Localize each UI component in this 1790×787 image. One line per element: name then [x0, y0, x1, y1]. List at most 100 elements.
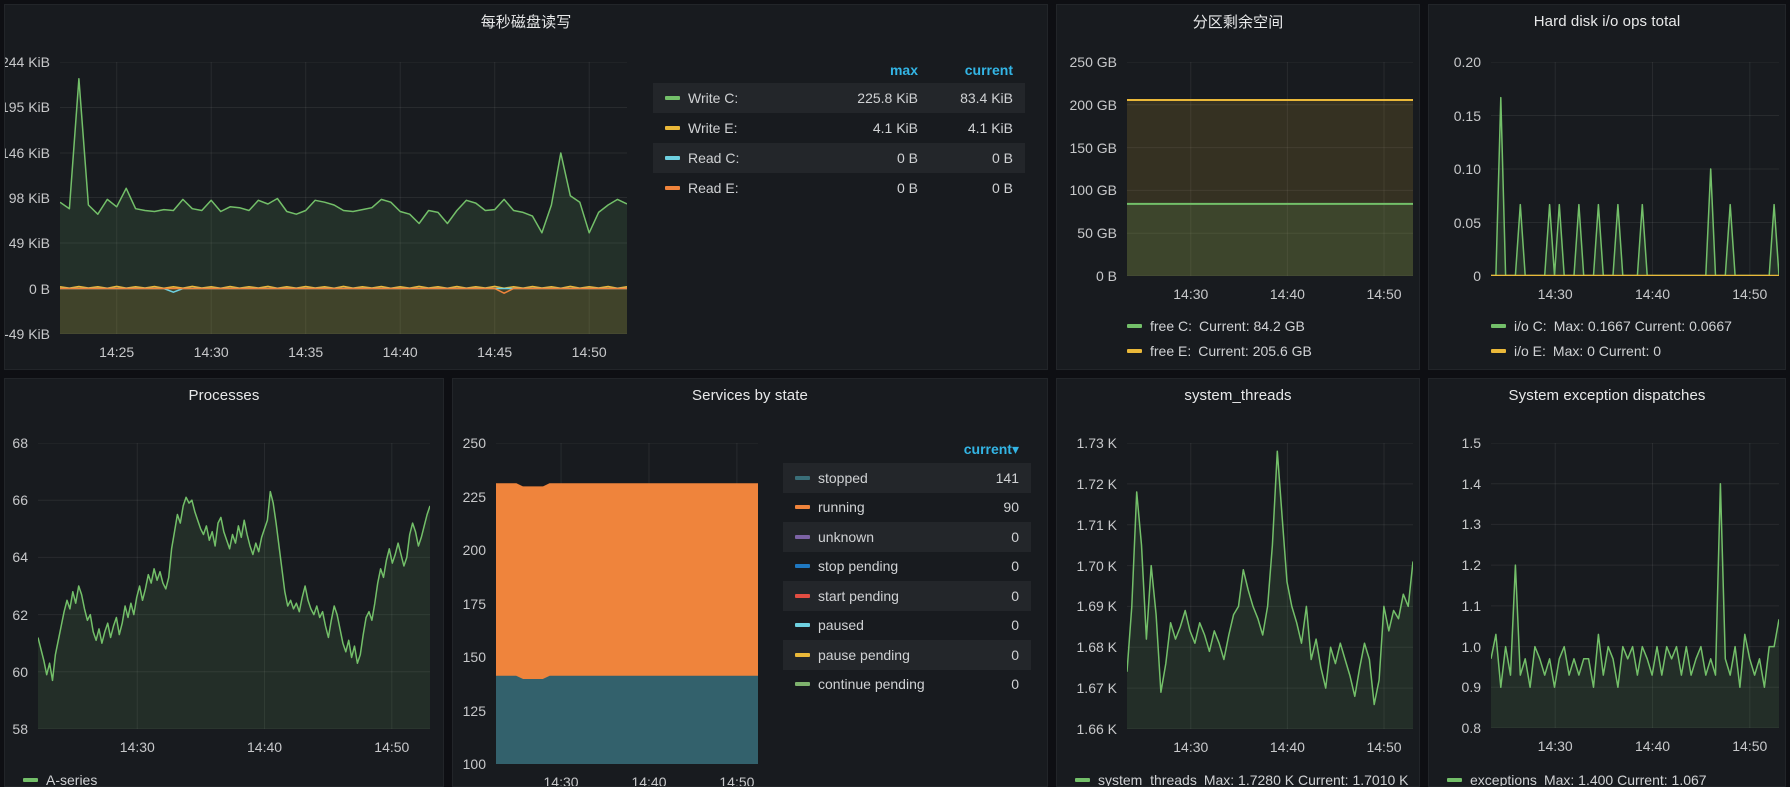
legend-item[interactable]: Read E: 0 B 0 B — [653, 173, 1025, 203]
legend-sort-header[interactable]: current▾ — [963, 440, 1019, 457]
legend-item[interactable]: free C: Current: 84.2 GB — [1127, 313, 1413, 338]
series-color-swatch-icon — [23, 777, 38, 782]
legend-item[interactable]: Read C: 0 B 0 B — [653, 143, 1025, 173]
x-axis-tick-label: 14:40 — [247, 739, 283, 755]
legend-max-value: 225.8 KiB — [857, 90, 918, 106]
legend-item[interactable]: paused 0 — [783, 611, 1031, 641]
legend-item[interactable]: A-series — [23, 767, 437, 787]
panel-title[interactable]: Processes — [188, 386, 260, 404]
y-axis-tick-label: 58 — [12, 721, 28, 737]
panel-services-by-state: Services by state current▾ stopped 141 runn… — [452, 378, 1048, 787]
series-color-swatch-icon — [795, 534, 810, 539]
panel-header: 分区剩余空间 — [1057, 5, 1419, 37]
legend-item[interactable]: start pending 0 — [783, 581, 1031, 611]
x-axis-tick-label: 14:40 — [631, 774, 667, 787]
legend-series-stats: Max: 1.7280 K Current: 1.7010 K — [1203, 771, 1409, 787]
legend-current-value: 0 — [1011, 587, 1019, 604]
time-series-plot[interactable] — [38, 443, 430, 729]
y-axis-tick-label: 225 — [462, 488, 486, 505]
legend-item[interactable]: continue pending 0 — [783, 670, 1031, 700]
legend-series-name: continue pending — [795, 676, 949, 692]
legend-series-name: A-series — [46, 771, 98, 787]
legend-item[interactable]: stopped 141 — [783, 463, 1031, 493]
panel-header: Hard disk i/o ops total — [1429, 5, 1785, 37]
legend-current-value: 83.4 KiB — [960, 90, 1013, 106]
legend-current-value: 0 — [1011, 528, 1019, 545]
legend-current-value: 141 — [995, 469, 1019, 486]
legend-item[interactable]: Write C: 225.8 KiB 83.4 KiB — [653, 83, 1025, 113]
panel-title[interactable]: system_threads — [1184, 386, 1292, 404]
series-color-swatch-icon — [665, 156, 680, 160]
y-axis-tick-label: 68 — [12, 435, 28, 451]
panel-title[interactable]: System exception dispatches — [1508, 386, 1706, 404]
series-color-swatch-icon — [795, 682, 810, 687]
time-series-plot[interactable] — [1127, 62, 1413, 276]
legend-series-stats: Current: 205.6 GB — [1198, 342, 1312, 359]
x-axis-tick-label: 14:40 — [382, 344, 418, 360]
series-color-swatch-icon — [665, 126, 680, 130]
legend-series-name: start pending — [795, 588, 949, 604]
legend-item[interactable]: running 90 — [783, 493, 1031, 523]
y-axis-tick-label: 195 KiB — [4, 99, 50, 116]
series-legend-table: current▾ stopped 141 running 90 unknown 0 stop … — [783, 435, 1031, 699]
legend-series-stats: Max: 0 Current: 0 — [1552, 342, 1662, 359]
x-axis-tick-label: 14:50 — [719, 774, 755, 787]
panel-title[interactable]: 分区剩余空间 — [1192, 13, 1284, 31]
x-axis-tick-label: 14:50 — [1732, 738, 1768, 754]
legend-item[interactable]: i/o C: Max: 0.1667 Current: 0.0667 — [1491, 313, 1779, 338]
panel-header: system_threads — [1057, 379, 1419, 411]
chart-canvas — [1491, 62, 1779, 276]
panel-disk-read-write: 每秒磁盘读写 max current Write C: 225.8 KiB 83.4 K… — [4, 4, 1048, 370]
legend-item[interactable]: system_threads Max: 1.7280 K Current: 1.7… — [1075, 767, 1417, 787]
legend-series-name: Read C: — [665, 150, 808, 166]
time-series-plot[interactable] — [1491, 443, 1779, 728]
legend-series-name: unknown — [795, 529, 949, 545]
legend-max-value: 0 B — [896, 150, 918, 166]
x-axis-tick-label: 14:30 — [1537, 738, 1573, 754]
series-legend: i/o C: Max: 0.1667 Current: 0.0667 i/o E: M… — [1491, 313, 1779, 363]
y-axis-tick-label: 50 GB — [1077, 225, 1117, 242]
x-axis-tick-label: 14:35 — [288, 344, 324, 360]
time-series-plot[interactable] — [1491, 62, 1779, 276]
legend-current-value: 0 — [1011, 558, 1019, 575]
legend-item[interactable]: stop pending 0 — [783, 552, 1031, 582]
legend-item[interactable]: free E: Current: 205.6 GB — [1127, 338, 1413, 363]
y-axis-tick-label: 1.2 — [1461, 557, 1481, 574]
y-axis-tick-label: 0 B — [1095, 268, 1117, 284]
legend-item[interactable]: exceptions Max: 1.400 Current: 1.067 — [1447, 767, 1779, 786]
legend-current-value: 4.1 KiB — [967, 120, 1013, 136]
time-series-plot[interactable] — [60, 62, 627, 334]
series-color-swatch-icon — [795, 564, 810, 569]
legend-item[interactable]: i/o E: Max: 0 Current: 0 — [1491, 338, 1779, 363]
legend-sort-header[interactable]: current — [964, 62, 1013, 78]
series-color-swatch-icon — [665, 186, 680, 190]
panel-header: System exception dispatches — [1429, 379, 1785, 411]
panel-processes: Processes A-series 68 66 64 62 60 58 14:30 14:4… — [4, 378, 444, 787]
time-series-plot[interactable] — [1127, 443, 1413, 729]
panel-title[interactable]: Hard disk i/o ops total — [1533, 12, 1681, 30]
series-color-swatch-icon — [1447, 777, 1462, 782]
x-axis-tick-label: 14:25 — [99, 344, 135, 360]
legend-item[interactable]: Write E: 4.1 KiB 4.1 KiB — [653, 113, 1025, 143]
y-axis-tick-label: 1.73 K — [1076, 435, 1117, 451]
legend-sort-header[interactable]: max — [889, 62, 918, 78]
x-axis-tick-label: 14:40 — [1269, 286, 1305, 302]
legend-item[interactable]: pause pending 0 — [783, 640, 1031, 670]
y-axis-tick-label: 0.05 — [1453, 214, 1481, 231]
legend-max-value: 0 B — [896, 180, 918, 196]
y-axis-tick-label: 1.68 K — [1076, 639, 1117, 656]
y-axis-tick-label: 62 — [12, 606, 28, 623]
legend-series-name: Read E: — [665, 180, 808, 196]
y-axis-tick-label: 1.67 K — [1076, 680, 1117, 697]
stacked-area-plot[interactable] — [496, 443, 758, 764]
panel-title[interactable]: Services by state — [692, 386, 808, 404]
legend-current-value: 0 — [1011, 646, 1019, 663]
legend-series-name: i/o C: — [1514, 317, 1547, 334]
legend-max-value: 4.1 KiB — [872, 120, 918, 136]
series-color-swatch-icon — [795, 593, 810, 598]
x-axis-tick-label: 14:50 — [1366, 739, 1402, 755]
series-legend: free C: Current: 84.2 GB free E: Current: 2… — [1127, 313, 1413, 363]
legend-item[interactable]: unknown 0 — [783, 522, 1031, 552]
legend-series-name: free C: — [1150, 317, 1193, 334]
panel-title[interactable]: 每秒磁盘读写 — [480, 13, 572, 31]
